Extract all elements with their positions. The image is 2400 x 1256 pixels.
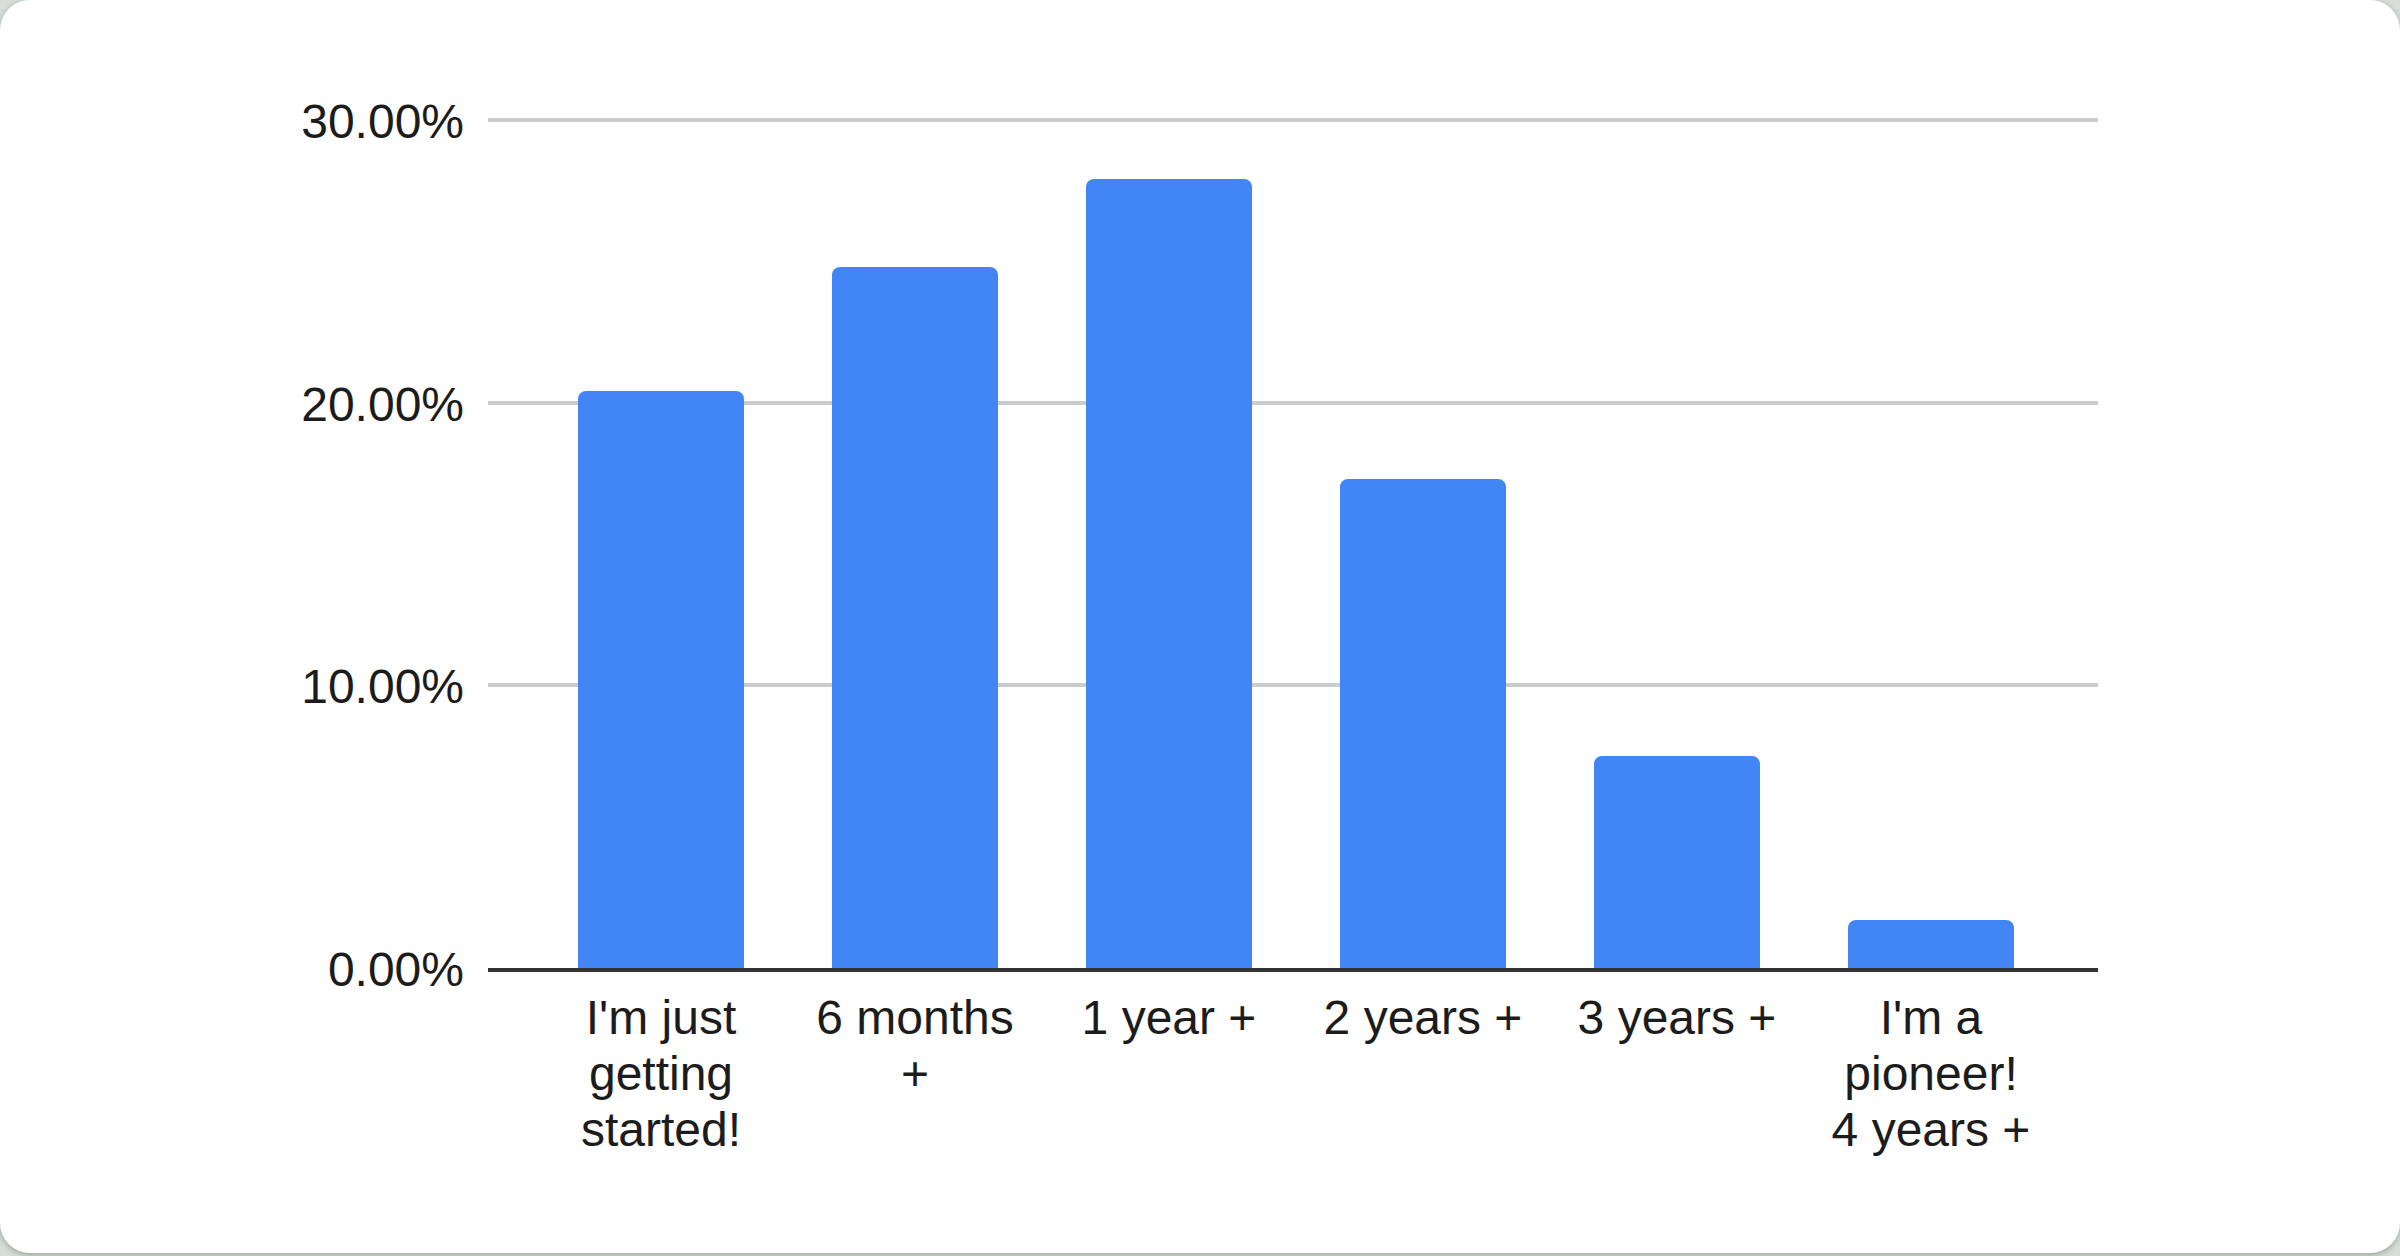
bar-2[interactable] [832,267,998,968]
y-axis-tick-label: 10.00% [301,659,464,715]
x-axis-line [488,968,2098,972]
y-axis-tick-label: 20.00% [301,377,464,433]
bar-chart: 30.00% 20.00% 10.00% 0.00% I'm just getting… [0,0,2400,1256]
x-axis-category-label: 6 months + [788,990,1042,1102]
chart-card: 30.00% 20.00% 10.00% 0.00% I'm just getting… [0,0,2400,1253]
x-axis-category-label: I'm a pioneer! 4 years + [1804,990,2058,1158]
y-axis-tick-label: 30.00% [301,94,464,150]
y-axis-tick-label: 0.00% [328,942,464,998]
x-axis-category-label: 2 years + [1296,990,1550,1046]
bar-5[interactable] [1594,756,1760,968]
bar-4[interactable] [1340,479,1506,968]
bar-6[interactable] [1848,920,2014,968]
x-axis-category-label: 1 year + [1042,990,1296,1046]
plot-area [488,120,2098,968]
bar-1[interactable] [578,391,744,968]
x-axis-category-label: I'm just getting started! [534,990,788,1158]
x-axis-category-label: 3 years + [1550,990,1804,1046]
bar-3[interactable] [1086,179,1252,968]
